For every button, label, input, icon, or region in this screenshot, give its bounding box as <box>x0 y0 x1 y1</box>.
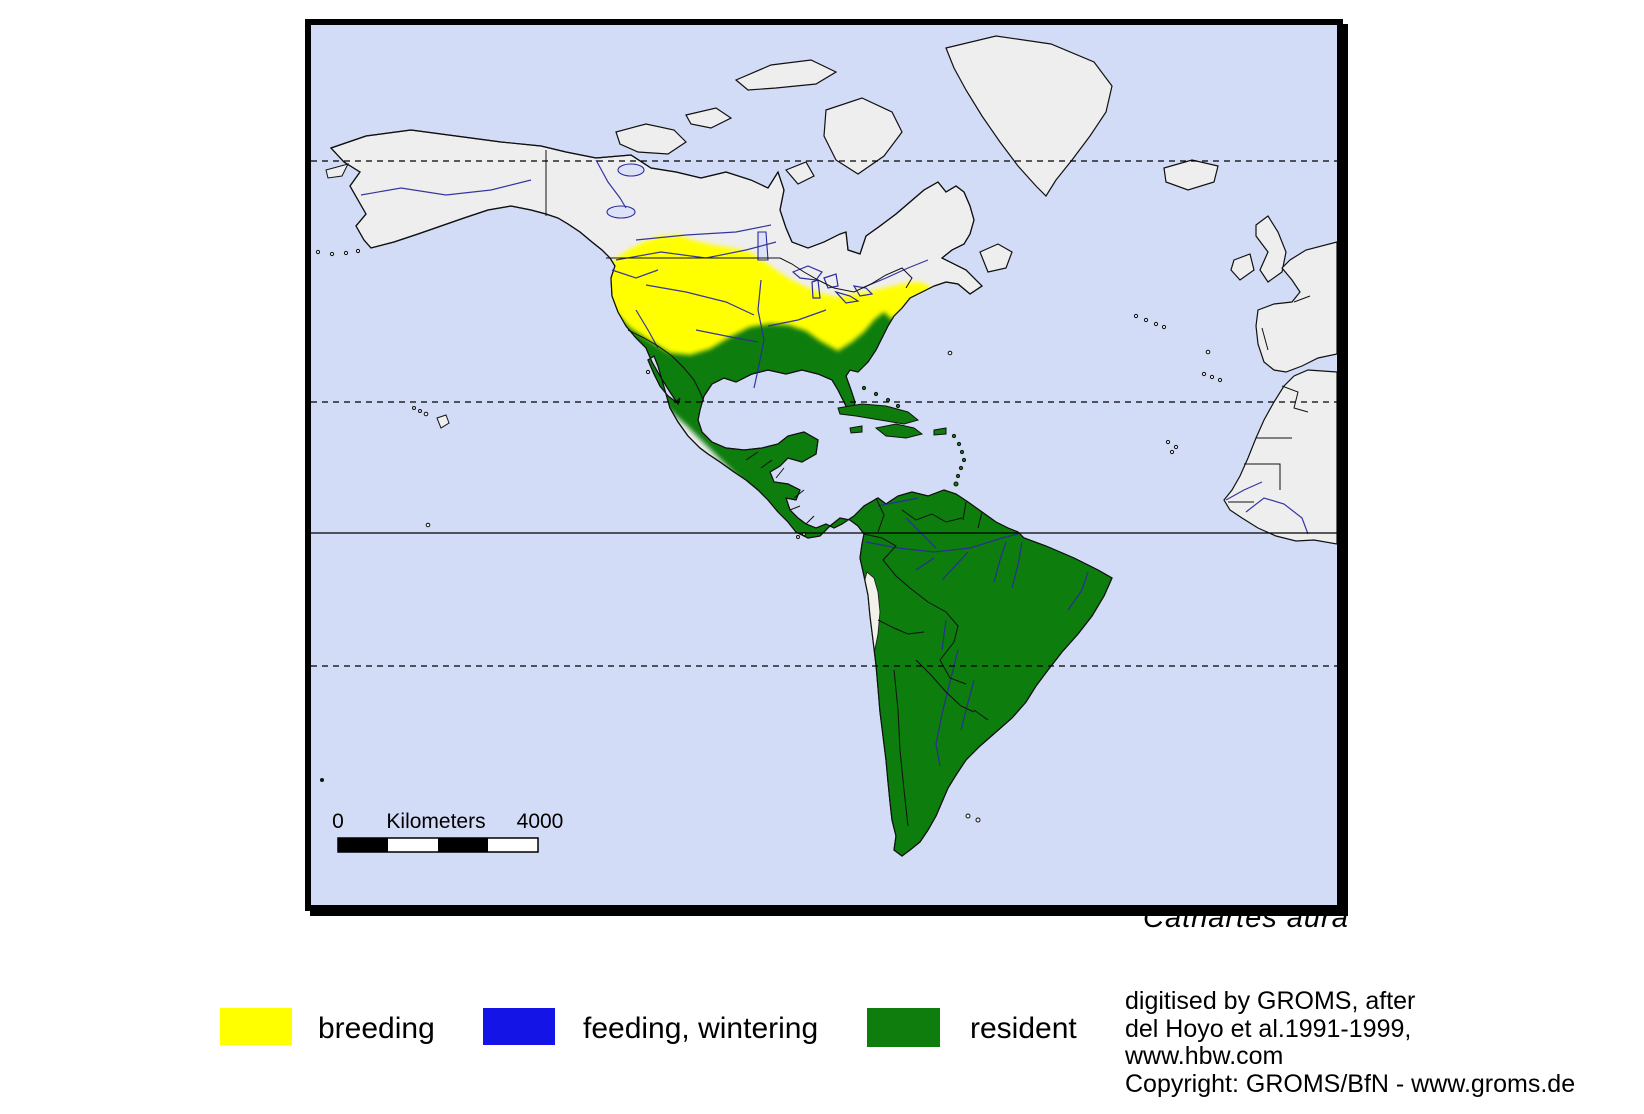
credits-block: digitised by GROMS, after del Hoyo et al… <box>1125 987 1576 1098</box>
legend-label-breeding: breeding <box>318 1012 435 1045</box>
ireland-island <box>1230 253 1255 281</box>
credit-line: www.hbw.com <box>1125 1042 1284 1070</box>
legend-label-feeding-wintering: feeding, wintering <box>583 1012 819 1045</box>
legend-swatch-resident <box>867 1008 940 1047</box>
scale-bar: 0 Kilometers 4000 <box>332 810 564 853</box>
species-title: Cathartes aura <box>1143 902 1349 934</box>
world-map-svg: 0 Kilometers 4000 <box>311 25 1337 905</box>
map-figure: 0 Kilometers 4000 <box>305 19 1343 911</box>
credit-line: digitised by GROMS, after <box>1125 987 1416 1015</box>
scale-label-unit: Kilometers <box>386 810 485 833</box>
legend-label-resident: resident <box>970 1012 1077 1045</box>
legend-swatch-feeding-wintering <box>483 1008 555 1045</box>
scale-bar-segment <box>338 838 388 852</box>
credit-line: del Hoyo et al.1991-1999, <box>1125 1014 1412 1043</box>
americas-coastline <box>329 129 1113 857</box>
breeding-range-region <box>602 235 932 355</box>
credit-line: Copyright: GROMS/BfN - www.groms.de <box>1125 1069 1576 1098</box>
newfoundland-island <box>979 243 1013 273</box>
caribbean-islands <box>837 385 967 487</box>
scale-label-max: 4000 <box>517 810 564 833</box>
scale-label-zero: 0 <box>332 810 344 833</box>
great-britain-island <box>1255 215 1287 283</box>
scale-bar-segment <box>438 838 488 852</box>
africa-landmass <box>1223 369 1337 545</box>
legend-swatch-breeding <box>220 1008 292 1045</box>
political-borders <box>545 150 1311 827</box>
latitude-gridlines <box>311 160 1337 667</box>
europe-landmass <box>1255 241 1337 373</box>
ocean-island-specks <box>315 163 1223 823</box>
arctic-islands <box>615 59 903 185</box>
iceland-island <box>1163 159 1219 191</box>
greenland-landmass <box>945 35 1113 197</box>
rivers <box>360 159 1309 767</box>
